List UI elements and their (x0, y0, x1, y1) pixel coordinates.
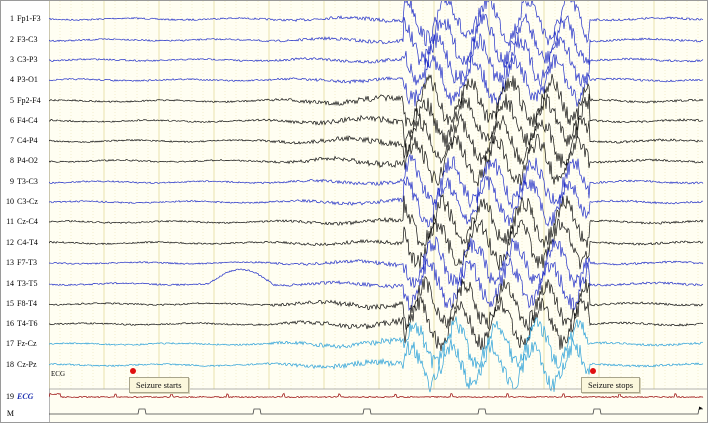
channel-name: F8-T4 (17, 299, 37, 308)
channel-number: 5 (10, 96, 14, 105)
channel-label-16[interactable]: 16 T4-T6 (1, 317, 49, 331)
trace-channel-10 (49, 175, 704, 228)
trace-channel-19 (49, 392, 704, 399)
trace-channel-11 (49, 193, 704, 248)
trace-channel-5 (49, 73, 704, 127)
channel-label-7[interactable]: 7 C4-P4 (1, 134, 49, 148)
channel-label-20[interactable]: M (1, 407, 49, 421)
channel-label-18[interactable]: 18 Cz-Pz (1, 358, 49, 372)
channel-number: 10 (6, 197, 14, 206)
trace-channel-17 (49, 316, 704, 369)
time-grid (49, 1, 699, 389)
scroll-right-icon[interactable]: ▸ (699, 405, 703, 412)
channel-label-6[interactable]: 6 F4-C4 (1, 114, 49, 128)
ecg-tag: ECG (51, 370, 65, 378)
channel-label-8[interactable]: 8 P4-O2 (1, 154, 49, 168)
trace-channel-4 (49, 53, 704, 108)
channel-number: 18 (6, 360, 14, 369)
trace-channel-6 (49, 93, 704, 148)
channel-number: 15 (6, 299, 14, 308)
channel-name: P3-O1 (17, 75, 38, 84)
channel-label-17[interactable]: 17 Fz-Cz (1, 337, 49, 351)
channel-number: M (6, 409, 14, 418)
channel-number: 8 (10, 156, 14, 165)
trace-channel-12 (49, 218, 704, 271)
channel-number: 16 (6, 319, 14, 328)
channel-label-10[interactable]: 10 C3-Cz (1, 195, 49, 209)
channel-label-4[interactable]: 4 P3-O1 (1, 73, 49, 87)
trace-channel-15 (49, 276, 704, 332)
trace-channel-9 (49, 153, 704, 209)
channel-label-5[interactable]: 5 Fp2-F4 (1, 94, 49, 108)
channel-name: C3-Cz (17, 197, 38, 206)
trace-channel-18 (49, 337, 704, 393)
channel-number: 6 (10, 116, 14, 125)
trace-channel-3 (49, 32, 704, 88)
channel-label-15[interactable]: 15 F8-T4 (1, 297, 49, 311)
channel-number: 1 (10, 14, 14, 23)
channel-number: 14 (6, 279, 14, 288)
trace-channel-14 (49, 257, 704, 312)
channel-name: T3-T5 (17, 279, 38, 288)
channel-number: 9 (10, 177, 14, 186)
channel-label-column: 1 Fp1-F3 2 F3-C3 3 C3-P3 4 P3-O1 5 Fp2-F4 6 F4-C4 7 C… (1, 1, 50, 422)
channel-label-1[interactable]: 1 Fp1-F3 (1, 12, 49, 26)
channel-label-11[interactable]: 11 Cz-C4 (1, 215, 49, 229)
channel-name: F3-C3 (17, 35, 38, 44)
channel-name: T3-C3 (17, 177, 38, 186)
channel-label-12[interactable]: 12 C4-T4 (1, 236, 49, 250)
channel-number: 2 (10, 35, 14, 44)
seizure-stop-marker[interactable] (590, 368, 596, 374)
channel-number: 17 (6, 339, 14, 348)
channel-name: T4-T6 (17, 319, 38, 328)
channel-number: 12 (6, 238, 14, 247)
channel-label-9[interactable]: 9 T3-C3 (1, 175, 49, 189)
trace-channel-2 (49, 13, 704, 68)
channel-label-19[interactable]: 19 ECG (1, 390, 49, 404)
channel-name: Cz-Pz (17, 360, 37, 369)
seizure-stop-annotation[interactable]: Seizure stops (581, 377, 641, 393)
channel-number: 11 (6, 217, 14, 226)
trace-channel-16 (49, 296, 704, 352)
channel-name: Cz-C4 (17, 217, 38, 226)
trace-channel-1 (49, 1, 704, 47)
trace-channel-20 (49, 408, 703, 415)
channel-name: ECG (17, 392, 34, 401)
channel-name: Fz-Cz (17, 339, 37, 348)
channel-name: C4-P4 (17, 136, 38, 145)
seizure-start-marker[interactable] (130, 368, 136, 374)
channel-label-2[interactable]: 2 F3-C3 (1, 33, 49, 47)
channel-name: Fp1-F3 (17, 14, 41, 23)
trace-channel-7 (49, 113, 704, 168)
channel-name: Fp2-F4 (17, 96, 41, 105)
channel-number: 13 (6, 258, 14, 267)
channel-name: C4-T4 (17, 238, 38, 247)
channel-number: 19 (6, 392, 14, 401)
trace-channel-13 (49, 236, 704, 289)
channel-label-13[interactable]: 13 F7-T3 (1, 256, 49, 270)
channel-name: P4-O2 (17, 156, 38, 165)
channel-label-3[interactable]: 3 C3-P3 (1, 53, 49, 67)
channel-label-14[interactable]: 14 T3-T5 (1, 277, 49, 291)
eeg-trace-area[interactable] (49, 1, 707, 423)
channel-number: 7 (10, 136, 14, 145)
trace-channel-8 (49, 133, 704, 187)
channel-number: 4 (10, 75, 14, 84)
channel-number: 3 (10, 55, 14, 64)
channel-name: F7-T3 (17, 258, 37, 267)
channel-name: C3-P3 (17, 55, 38, 64)
seizure-start-annotation[interactable]: Seizure starts (129, 377, 189, 393)
channel-name: F4-C4 (17, 116, 38, 125)
